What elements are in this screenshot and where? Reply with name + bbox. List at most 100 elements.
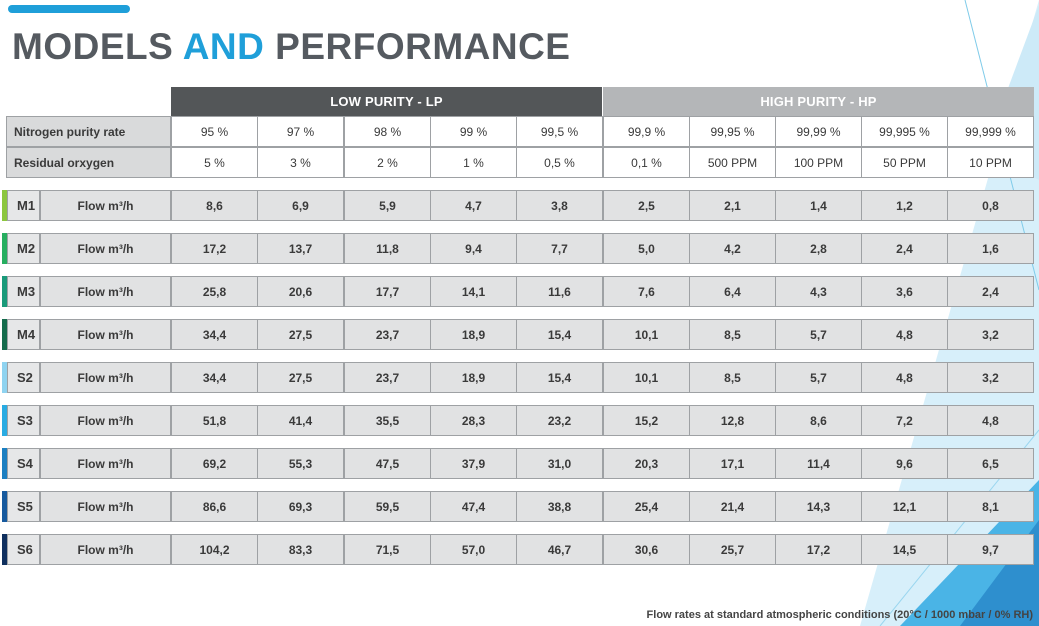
flow-value: 12,8: [689, 405, 776, 436]
flow-value: 15,2: [603, 405, 690, 436]
model-name: S4: [7, 448, 40, 479]
flow-value: 1,4: [775, 190, 862, 221]
oxygen-value: 0,5 %: [516, 147, 603, 178]
top-accent-bar: [8, 5, 130, 13]
model-name: S5: [7, 491, 40, 522]
flow-value: 14,1: [430, 276, 517, 307]
flow-label: Flow m³/h: [40, 233, 171, 264]
flow-value: 7,7: [516, 233, 603, 264]
flow-label: Flow m³/h: [40, 405, 171, 436]
flow-value: 5,7: [775, 362, 862, 393]
flow-value: 1,6: [947, 233, 1034, 264]
purity-value: 99 %: [430, 116, 517, 147]
oxygen-value: 3 %: [257, 147, 344, 178]
flow-value: 5,9: [344, 190, 431, 221]
flow-value: 2,4: [861, 233, 948, 264]
oxygen-value: 50 PPM: [861, 147, 948, 178]
flow-value: 23,2: [516, 405, 603, 436]
high-purity-header: HIGH PURITY - HP: [603, 87, 1034, 116]
oxygen-value: 2 %: [344, 147, 431, 178]
flow-value: 8,1: [947, 491, 1034, 522]
oxygen-value: 10 PPM: [947, 147, 1034, 178]
flow-label: Flow m³/h: [40, 319, 171, 350]
purity-value: 97 %: [257, 116, 344, 147]
model-name: S6: [7, 534, 40, 565]
flow-value: 69,2: [171, 448, 258, 479]
flow-value: 15,4: [516, 362, 603, 393]
flow-value: 2,4: [947, 276, 1034, 307]
oxygen-row-label: Residual orxygen: [6, 147, 171, 178]
flow-value: 69,3: [257, 491, 344, 522]
flow-value: 2,1: [689, 190, 776, 221]
flow-value: 20,3: [603, 448, 690, 479]
model-color-stripe: [2, 534, 7, 565]
flow-value: 7,6: [603, 276, 690, 307]
page-title: MODELS AND PERFORMANCE: [12, 26, 570, 68]
flow-value: 3,6: [861, 276, 948, 307]
flow-value: 8,5: [689, 319, 776, 350]
flow-value: 8,6: [171, 190, 258, 221]
flow-value: 21,4: [689, 491, 776, 522]
flow-value: 23,7: [344, 362, 431, 393]
flow-value: 6,9: [257, 190, 344, 221]
flow-value: 4,7: [430, 190, 517, 221]
flow-value: 46,7: [516, 534, 603, 565]
flow-value: 17,2: [775, 534, 862, 565]
model-name: S2: [7, 362, 40, 393]
flow-value: 25,7: [689, 534, 776, 565]
flow-value: 23,7: [344, 319, 431, 350]
flow-value: 28,3: [430, 405, 517, 436]
flow-label: Flow m³/h: [40, 276, 171, 307]
flow-value: 14,3: [775, 491, 862, 522]
flow-value: 86,6: [171, 491, 258, 522]
purity-value: 99,9 %: [603, 116, 690, 147]
flow-value: 30,6: [603, 534, 690, 565]
flow-value: 17,7: [344, 276, 431, 307]
model-color-stripe: [2, 233, 7, 264]
flow-value: 34,4: [171, 362, 258, 393]
flow-label: Flow m³/h: [40, 448, 171, 479]
flow-value: 9,4: [430, 233, 517, 264]
flow-value: 71,5: [344, 534, 431, 565]
flow-value: 6,5: [947, 448, 1034, 479]
flow-value: 7,2: [861, 405, 948, 436]
flow-value: 59,5: [344, 491, 431, 522]
flow-value: 0,8: [947, 190, 1034, 221]
oxygen-value: 5 %: [171, 147, 258, 178]
flow-value: 2,5: [603, 190, 690, 221]
flow-value: 5,7: [775, 319, 862, 350]
purity-value: 99,95 %: [689, 116, 776, 147]
flow-value: 41,4: [257, 405, 344, 436]
purity-row-label: Nitrogen purity rate: [6, 116, 171, 147]
purity-value: 99,5 %: [516, 116, 603, 147]
purity-value: 99,99 %: [775, 116, 862, 147]
oxygen-value: 0,1 %: [603, 147, 690, 178]
flow-value: 1,2: [861, 190, 948, 221]
flow-value: 4,3: [775, 276, 862, 307]
flow-value: 3,2: [947, 362, 1034, 393]
flow-value: 8,6: [775, 405, 862, 436]
flow-value: 17,2: [171, 233, 258, 264]
flow-label: Flow m³/h: [40, 362, 171, 393]
model-color-stripe: [2, 190, 7, 221]
flow-value: 57,0: [430, 534, 517, 565]
purity-value: 99,995 %: [861, 116, 948, 147]
flow-value: 3,2: [947, 319, 1034, 350]
flow-label: Flow m³/h: [40, 491, 171, 522]
flow-label: Flow m³/h: [40, 190, 171, 221]
flow-value: 14,5: [861, 534, 948, 565]
footnote: Flow rates at standard atmospheric condi…: [646, 609, 1033, 621]
flow-value: 38,8: [516, 491, 603, 522]
flow-value: 51,8: [171, 405, 258, 436]
model-color-stripe: [2, 276, 7, 307]
flow-value: 10,1: [603, 362, 690, 393]
flow-value: 27,5: [257, 362, 344, 393]
flow-value: 18,9: [430, 362, 517, 393]
flow-value: 47,5: [344, 448, 431, 479]
flow-value: 104,2: [171, 534, 258, 565]
flow-value: 83,3: [257, 534, 344, 565]
flow-value: 9,6: [861, 448, 948, 479]
flow-value: 15,4: [516, 319, 603, 350]
flow-value: 11,4: [775, 448, 862, 479]
flow-value: 3,8: [516, 190, 603, 221]
